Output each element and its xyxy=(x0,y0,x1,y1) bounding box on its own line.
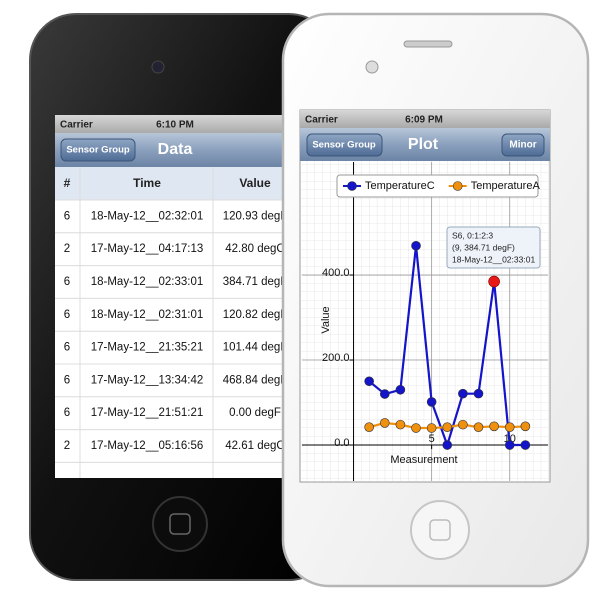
cell: 42.80 degC xyxy=(225,243,284,255)
cell: 18-May-12__02:31:01 xyxy=(91,309,204,321)
cell: 0.00 degF xyxy=(229,407,281,419)
back-label: Sensor Group xyxy=(66,145,130,156)
cell: 468.84 degF xyxy=(223,374,288,386)
camera xyxy=(151,60,165,74)
cell: 18-May-12__02:32:01 xyxy=(91,210,204,222)
cell: 120.93 degF xyxy=(223,210,288,222)
back-label: Sensor Group xyxy=(312,140,376,151)
data-point xyxy=(504,422,515,432)
column-header: Value xyxy=(239,176,271,190)
data-point xyxy=(458,419,468,430)
x-tick-label: 5 xyxy=(429,433,435,445)
data-point xyxy=(411,240,421,251)
data-point xyxy=(458,388,468,399)
y-tick-label: 200.0 xyxy=(322,352,350,364)
column-header: # xyxy=(64,176,71,190)
legend-marker xyxy=(452,181,463,191)
carrier: Carrier xyxy=(60,120,93,131)
cell: 6 xyxy=(64,210,70,222)
cell: 6 xyxy=(64,309,70,321)
status-bar xyxy=(300,110,550,128)
legend-label: TemperatureA xyxy=(471,180,541,192)
legend: TemperatureC TemperatureA xyxy=(336,174,541,198)
annotation-line: S6, 0:1:2:3 xyxy=(452,230,493,240)
clock: 6:10 PM xyxy=(156,120,194,131)
cell: 6 xyxy=(64,407,70,419)
minor-button[interactable] xyxy=(501,133,545,157)
cell: 18-May-12__02:33:01 xyxy=(91,276,204,288)
cell: 17-May-12__13:34:42 xyxy=(91,374,204,386)
cell: 17-May-12__05:16:56 xyxy=(91,440,204,452)
cell: 17-May-12__04:17:13 xyxy=(91,243,204,255)
back-button[interactable] xyxy=(306,133,383,157)
y-axis-title: Value xyxy=(320,306,332,333)
annotation-line: (9, 384.71 degF) xyxy=(452,242,515,252)
data-point xyxy=(426,423,437,433)
column-header: Time xyxy=(133,176,161,190)
y-tick-label: 0.0 xyxy=(334,437,349,449)
data-point xyxy=(364,376,374,387)
status-bar xyxy=(55,115,305,133)
table-header xyxy=(55,167,305,200)
cell: 120.82 degF xyxy=(223,309,288,321)
nav-title: Plot xyxy=(408,136,439,153)
data-point xyxy=(379,418,390,428)
cell: 42.61 degC xyxy=(225,440,284,452)
clock: 6:09 PM xyxy=(405,115,443,126)
data-point xyxy=(473,422,484,432)
data-point xyxy=(379,389,390,399)
cell: 17-May-12__21:51:21 xyxy=(91,407,204,419)
data-point xyxy=(442,422,453,432)
nav-title: Data xyxy=(158,141,193,158)
cell: 6 xyxy=(64,374,70,386)
camera xyxy=(365,60,379,74)
data-point xyxy=(473,388,484,399)
home-button[interactable] xyxy=(152,496,208,552)
annotation: S6, 0:1:2:3 (9, 384.71 degF) 18-May-12__02… xyxy=(446,226,541,269)
legend-marker xyxy=(347,181,357,191)
data-point xyxy=(411,423,421,433)
x-axis-title: Measurement xyxy=(390,454,457,466)
data-point xyxy=(488,275,500,288)
minor-label: Minor xyxy=(509,140,536,151)
cell: 6 xyxy=(64,276,70,288)
cell: 2 xyxy=(64,440,70,452)
y-tick-label: 400.0 xyxy=(322,267,350,279)
cell: 2 xyxy=(64,243,70,255)
data-point xyxy=(426,397,437,407)
data-screen: Carrier 6:10 PM Sensor Group Data # Time V… xyxy=(55,115,305,478)
legend-label: TemperatureC xyxy=(365,180,435,192)
cell: 6 xyxy=(64,342,70,354)
data-point xyxy=(395,384,406,395)
cell: 101.44 degF xyxy=(223,342,288,354)
home-icon xyxy=(169,513,191,535)
speaker xyxy=(403,40,453,48)
data-point xyxy=(504,440,515,450)
data-point xyxy=(364,422,374,432)
annotation-box xyxy=(446,226,541,269)
data-point xyxy=(520,421,531,432)
annotation-line: 18-May-12__02:33:01 xyxy=(452,254,535,264)
carrier: Carrier xyxy=(305,115,338,126)
back-button[interactable] xyxy=(60,138,136,162)
cell: 384.71 degF xyxy=(223,276,288,288)
data-point xyxy=(489,421,499,432)
legend-box xyxy=(336,174,539,198)
cell: 17-May-12__21:35:21 xyxy=(91,342,204,354)
home-button[interactable] xyxy=(410,500,470,560)
data-point xyxy=(395,419,406,430)
home-icon xyxy=(429,519,451,541)
data-point xyxy=(442,440,453,450)
data-point xyxy=(520,440,531,450)
